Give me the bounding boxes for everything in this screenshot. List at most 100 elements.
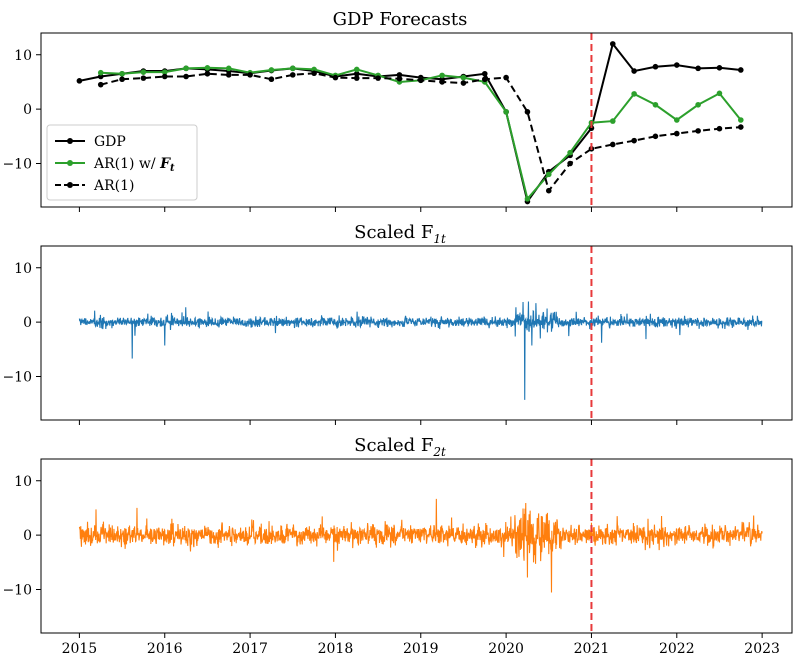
x-tick-label: 2019 [403,641,439,657]
panel-scaled-f1t: Scaled F1t 10 0 −10 [2,222,793,425]
point-ar-1--6 [225,72,232,78]
point-ar-1-w-f-t-0 [97,69,104,76]
series-line-scaled-f2t [78,498,763,593]
point-ar-1--22 [567,160,573,167]
point-ar-1--20 [524,109,531,115]
panel3-series [78,498,763,593]
point-ar-1--4 [183,73,189,80]
panel3-title-sub: 2t [432,445,446,459]
point-ar-1--7 [247,72,253,78]
point-ar-1--12 [353,75,360,81]
y-tick-label: 10 [14,48,32,64]
point-ar-1--13 [375,75,381,81]
x-tick-label: 2022 [659,641,695,657]
panel2-axes: 10 0 −10 [2,245,793,425]
panel3-title: Scaled F2t [354,435,446,459]
point-ar-1--27 [673,130,680,137]
point-gdp-29 [695,65,701,72]
y-tick-label: 0 [23,102,32,118]
y-tick-label: 10 [14,261,32,277]
point-gdp-19 [481,70,488,77]
x-tick-label: 2023 [744,641,780,657]
panel2-title-text: Scaled F [354,222,433,243]
point-ar-1-w-f-t-28 [695,101,701,108]
panel3-axes: 10 0 −10 2015 2016 2017 2018 2019 2020 2021 2022 20… [2,458,793,657]
legend-arf-sub: t [170,163,175,174]
point-ar-1-w-f-t-12 [353,66,360,73]
point-ar-1--24 [609,141,616,148]
legend-arf-label: AR(1) w/ Ft [93,156,175,174]
point-gdp-24 [588,125,595,131]
point-ar-1-w-f-t-20 [524,196,531,202]
point-ar-1-w-f-t-16 [439,72,445,79]
panel2-title: Scaled F1t [354,222,446,246]
point-ar-1--10 [311,70,317,77]
point-ar-1-w-f-t-1 [119,70,125,77]
y-tick-label: 10 [14,474,32,490]
y-tick-label: 0 [23,528,32,544]
point-ar-1--9 [289,72,296,78]
legend-ar-marker [67,182,73,188]
axes-frame [40,32,793,208]
point-ar-1-w-f-t-25 [631,91,637,97]
legend-arf-marker [67,160,73,166]
x-tick-label: 2018 [318,641,354,657]
point-gdp-25 [609,41,616,47]
legend: GDP AR(1) w/ Ft AR(1) [46,124,198,201]
point-gdp-30 [716,65,723,71]
panel1-axes: 10 0 −10 [2,32,793,212]
point-ar-1--2 [140,75,147,81]
legend-arf-prefix: AR(1) w/ [93,156,160,172]
point-ar-1--8 [268,76,275,83]
series-line-scaled-f1t [78,301,763,400]
panel1-title: GDP Forecasts [333,9,468,30]
point-ar-1-w-f-t-17 [460,74,467,81]
point-ar-1--29 [716,125,723,132]
x-tick-label: 2016 [147,641,183,657]
point-ar-1-w-f-t-9 [289,65,296,72]
point-ar-1--3 [161,73,168,80]
point-ar-1-w-f-t-19 [503,109,509,115]
point-ar-1-w-f-t-6 [225,65,232,72]
point-ar-1-w-f-t-26 [652,101,659,108]
y-tick-label: 0 [23,315,32,331]
panel1-series [76,41,744,205]
point-ar-1--25 [631,137,637,144]
x-tick-label: 2021 [574,641,610,657]
point-ar-1--14 [396,75,403,82]
panel-scaled-f2t: Scaled F2t 10 0 −10 2015 2016 2017 2018 2019 202… [2,435,793,657]
point-ar-1-w-f-t-21 [545,171,552,178]
legend-gdp-marker [67,138,73,144]
point-ar-1--1 [119,76,125,83]
point-ar-1-w-f-t-24 [609,118,616,124]
axes-frame [40,245,793,421]
point-ar-1-w-f-t-27 [673,117,680,123]
point-ar-1--21 [545,187,552,194]
point-ar-1--16 [439,79,445,85]
y-tick-label: −10 [2,157,32,173]
point-ar-1-w-f-t-22 [567,149,573,156]
point-gdp-26 [631,68,637,74]
x-tick-label: 2015 [62,641,98,657]
panel2-series [78,301,763,400]
legend-ar-label: AR(1) [93,178,134,194]
legend-gdp-label: GDP [94,134,126,150]
point-ar-1--17 [460,80,467,86]
point-gdp-31 [738,67,744,73]
axes-frame [40,458,793,634]
point-ar-1-w-f-t-4 [183,65,189,72]
x-tick-label: 2017 [232,641,268,657]
point-ar-1-w-f-t-2 [140,69,147,75]
point-ar-1-w-f-t-3 [161,69,168,75]
point-ar-1--11 [332,74,339,81]
point-ar-1--18 [481,76,488,83]
panel-gdp-forecasts: GDP Forecasts 10 0 −10 GDP AR(1) w/ Ft AR(… [2,9,793,212]
legend-box [46,124,198,201]
point-ar-1--5 [204,70,211,77]
point-ar-1--0 [97,81,104,88]
legend-arf-symbol: F [159,156,171,172]
x-tick-label: 2020 [488,641,524,657]
panel3-title-text: Scaled F [354,435,433,456]
point-ar-1--15 [417,77,424,84]
